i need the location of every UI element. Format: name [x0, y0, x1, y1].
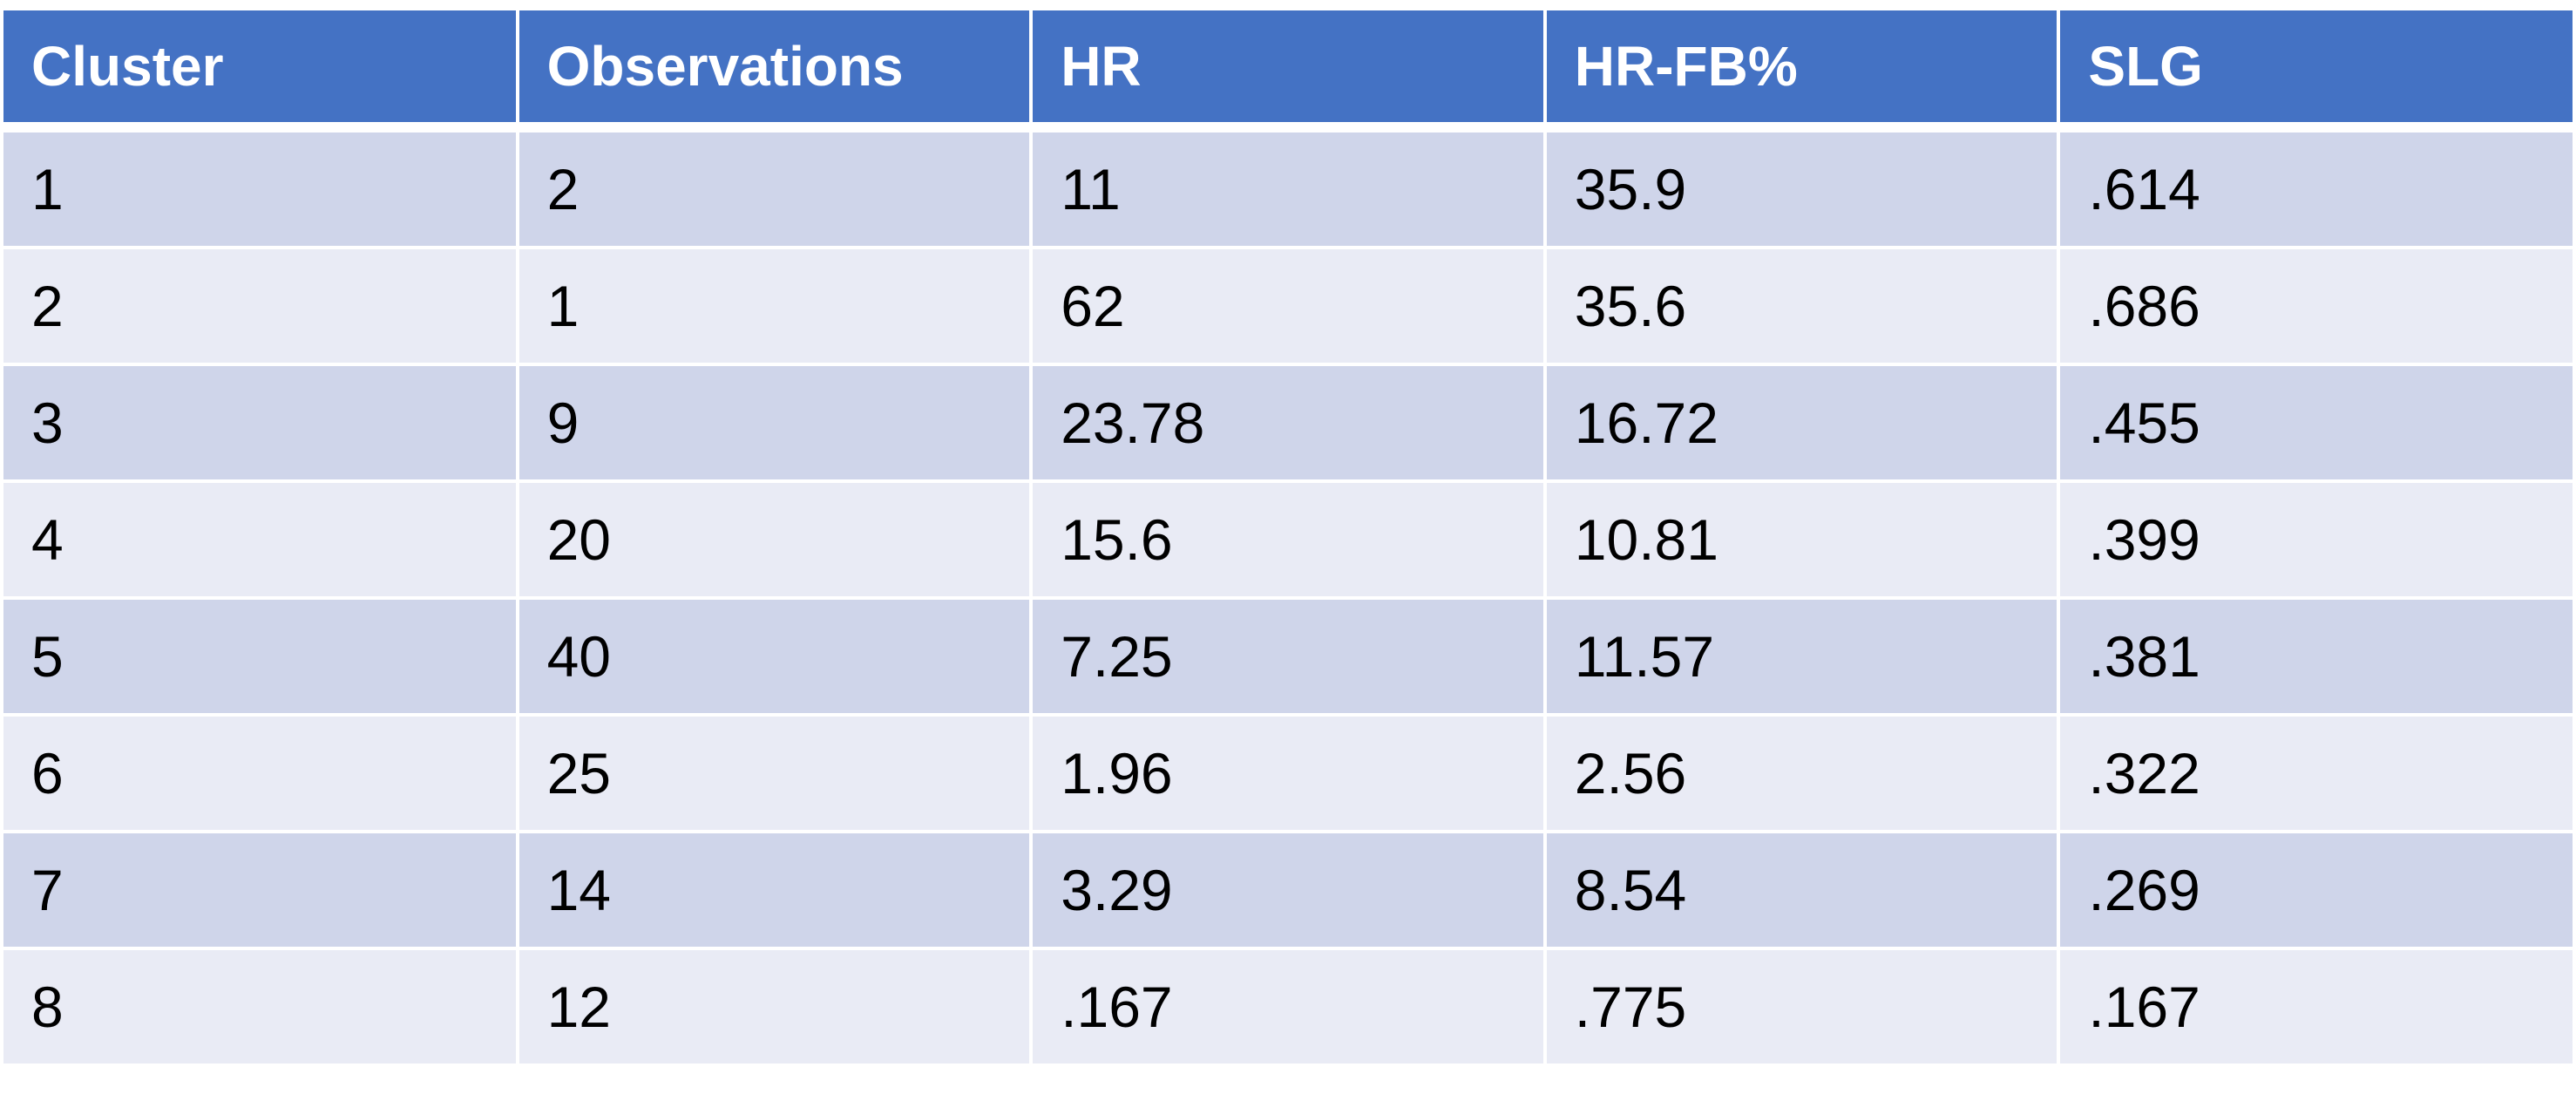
table-row: 1 2 11 35.9 .614: [3, 127, 2573, 248]
header-observations: Observations: [515, 10, 1032, 133]
cell-hr: 3.29: [1029, 830, 1545, 948]
cell-observations: 20: [515, 479, 1032, 598]
cell-slg: .322: [2057, 713, 2573, 832]
cell-cluster: 8: [3, 947, 518, 1063]
header-slg: SLG: [2057, 10, 2573, 133]
table-row: 6 25 1.96 2.56 .322: [3, 713, 2573, 832]
cell-hr: 23.78: [1029, 363, 1545, 481]
cell-hr: .167: [1029, 947, 1545, 1063]
cell-hr-fb-pct: 35.6: [1542, 246, 2059, 364]
cell-observations: 9: [515, 363, 1032, 481]
header-row: Cluster Observations HR HR-FB% SLG: [3, 10, 2573, 133]
table-row: 2 1 62 35.6 .686: [3, 246, 2573, 364]
cell-cluster: 4: [3, 479, 518, 598]
cell-observations: 14: [515, 830, 1032, 948]
cell-observations: 12: [515, 947, 1032, 1063]
table-row: 4 20 15.6 10.81 .399: [3, 479, 2573, 598]
table-row: 7 14 3.29 8.54 .269: [3, 830, 2573, 948]
table-row: 3 9 23.78 16.72 .455: [3, 363, 2573, 481]
cell-observations: 2: [515, 127, 1032, 248]
header-hr: HR: [1029, 10, 1545, 133]
cell-hr: 62: [1029, 246, 1545, 364]
cell-cluster: 1: [3, 127, 518, 248]
cell-slg: .381: [2057, 596, 2573, 715]
cell-hr-fb-pct: 10.81: [1542, 479, 2059, 598]
cell-slg: .614: [2057, 127, 2573, 248]
cell-hr-fb-pct: 2.56: [1542, 713, 2059, 832]
cluster-stats-table: Cluster Observations HR HR-FB% SLG 1 2 1…: [3, 10, 2573, 1063]
cell-observations: 25: [515, 713, 1032, 832]
cell-cluster: 6: [3, 713, 518, 832]
cell-hr-fb-pct: 35.9: [1542, 127, 2059, 248]
cell-cluster: 7: [3, 830, 518, 948]
cell-hr-fb-pct: 11.57: [1542, 596, 2059, 715]
cell-hr-fb-pct: .775: [1542, 947, 2059, 1063]
header-hr-fb-pct: HR-FB%: [1542, 10, 2059, 133]
cell-hr: 11: [1029, 127, 1545, 248]
cell-hr: 1.96: [1029, 713, 1545, 832]
cell-hr-fb-pct: 16.72: [1542, 363, 2059, 481]
table-row: 8 12 .167 .775 .167: [3, 947, 2573, 1063]
cell-observations: 1: [515, 246, 1032, 364]
cell-hr: 15.6: [1029, 479, 1545, 598]
header-cluster: Cluster: [3, 10, 518, 133]
cell-cluster: 5: [3, 596, 518, 715]
table-body: 1 2 11 35.9 .614 2 1 62 35.6 .686 3 9 23…: [3, 127, 2573, 1063]
cell-hr-fb-pct: 8.54: [1542, 830, 2059, 948]
cell-slg: .455: [2057, 363, 2573, 481]
cell-observations: 40: [515, 596, 1032, 715]
cell-hr: 7.25: [1029, 596, 1545, 715]
cell-slg: .686: [2057, 246, 2573, 364]
cell-slg: .167: [2057, 947, 2573, 1063]
cell-slg: .269: [2057, 830, 2573, 948]
cluster-table-container: Cluster Observations HR HR-FB% SLG 1 2 1…: [3, 10, 2573, 1063]
table-row: 5 40 7.25 11.57 .381: [3, 596, 2573, 715]
cell-cluster: 2: [3, 246, 518, 364]
cell-cluster: 3: [3, 363, 518, 481]
cell-slg: .399: [2057, 479, 2573, 598]
